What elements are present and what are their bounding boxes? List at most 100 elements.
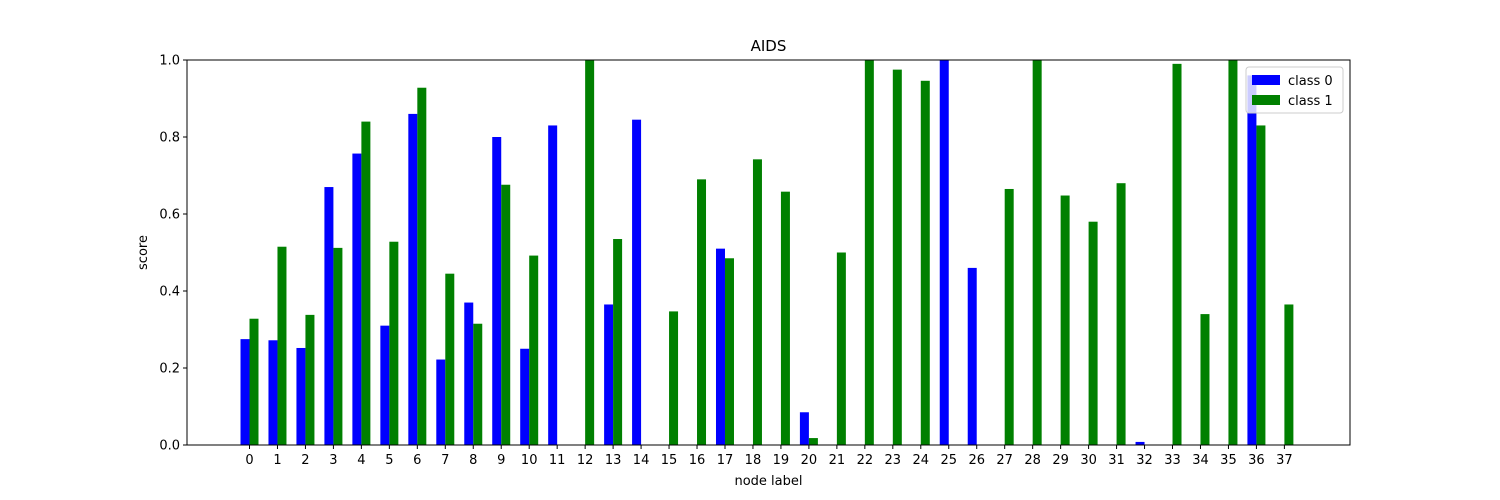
x-tick-label: 29 xyxy=(1052,453,1069,468)
bar-class-1-node-12 xyxy=(585,60,595,445)
bar-class-0-node-4 xyxy=(352,153,362,445)
bars-group xyxy=(240,60,1294,446)
bar-class-1-node-29 xyxy=(1060,195,1070,445)
bar-class-1-node-34 xyxy=(1200,314,1210,445)
x-tick-label: 32 xyxy=(1136,453,1153,468)
bar-class-0-node-0 xyxy=(240,339,250,446)
bar-class-0-node-1 xyxy=(268,340,278,445)
x-tick-label: 33 xyxy=(1164,453,1181,468)
x-tick-label: 9 xyxy=(497,453,505,468)
bar-class-1-node-1 xyxy=(277,246,287,445)
x-tick-label: 2 xyxy=(301,453,309,468)
bar-class-1-node-20 xyxy=(808,438,818,445)
x-tick-label: 12 xyxy=(577,453,594,468)
bar-class-0-node-36 xyxy=(1247,75,1257,446)
bar-class-1-node-17 xyxy=(724,258,734,445)
bar-class-1-node-36 xyxy=(1256,125,1266,445)
bar-class-0-node-5 xyxy=(380,325,390,445)
x-tick-label: 21 xyxy=(829,453,846,468)
bar-class-1-node-0 xyxy=(249,318,259,445)
x-tick-label: 37 xyxy=(1276,453,1293,468)
bar-class-0-node-8 xyxy=(464,302,474,445)
chart-title: AIDS xyxy=(751,37,787,55)
bar-class-1-node-31 xyxy=(1116,183,1126,445)
x-tick-label: 34 xyxy=(1192,453,1209,468)
x-tick-label: 8 xyxy=(469,453,477,468)
x-tick-label: 22 xyxy=(857,453,874,468)
x-tick-label: 10 xyxy=(521,453,538,468)
bar-class-1-node-18 xyxy=(752,159,762,445)
x-tick-label: 30 xyxy=(1080,453,1097,468)
bar-class-1-node-10 xyxy=(529,255,539,445)
bar-class-1-node-5 xyxy=(389,241,399,445)
x-tick-label: 4 xyxy=(357,453,365,468)
x-tick-label: 35 xyxy=(1220,453,1237,468)
bar-class-1-node-15 xyxy=(669,311,679,445)
y-tick-label: 0.2 xyxy=(159,362,180,377)
legend-swatch-class-0 xyxy=(1252,75,1280,85)
bar-class-0-node-13 xyxy=(604,304,614,445)
legend-label-class-1: class 1 xyxy=(1288,94,1333,109)
x-tick-label: 5 xyxy=(385,453,393,468)
bar-class-0-node-11 xyxy=(548,125,558,445)
bar-class-1-node-7 xyxy=(445,273,455,445)
y-axis-label: score xyxy=(136,235,151,270)
legend-swatch-class-1 xyxy=(1252,95,1280,105)
bar-class-0-node-3 xyxy=(324,187,334,446)
x-tick-label: 6 xyxy=(413,453,421,468)
x-tick-label: 0 xyxy=(245,453,253,468)
x-tick-label: 25 xyxy=(940,453,957,468)
bar-class-1-node-6 xyxy=(417,87,427,445)
y-tick-label: 0.0 xyxy=(159,439,180,454)
bar-class-0-node-17 xyxy=(715,248,725,445)
x-tick-label: 36 xyxy=(1248,453,1265,468)
bar-class-0-node-6 xyxy=(408,113,418,446)
bar-class-1-node-28 xyxy=(1032,60,1042,445)
bar-class-1-node-21 xyxy=(836,252,846,445)
x-tick-label: 18 xyxy=(745,453,762,468)
x-tick-label: 7 xyxy=(441,453,449,468)
x-tick-label: 31 xyxy=(1108,453,1125,468)
bar-class-1-node-23 xyxy=(892,69,902,446)
plot-frame xyxy=(186,59,1351,446)
bar-class-1-node-4 xyxy=(361,121,371,445)
bar-class-0-node-7 xyxy=(436,359,446,445)
bar-class-1-node-30 xyxy=(1088,221,1098,445)
x-tick-label: 23 xyxy=(885,453,902,468)
legend: class 0 class 1 xyxy=(1245,66,1344,114)
x-tick-label: 1 xyxy=(273,453,281,468)
x-tick-label: 26 xyxy=(968,453,985,468)
x-tick-label: 14 xyxy=(633,453,650,468)
x-axis-ticks: 0 1 2 3 4 5 6 7 8 9 10 11 12 13 14 15 16 17 18 19 20 21 22 23 24… xyxy=(245,445,1293,468)
x-tick-label: 16 xyxy=(689,453,706,468)
bar-class-1-node-22 xyxy=(864,60,874,445)
y-tick-label: 0.4 xyxy=(159,285,180,300)
x-tick-label: 15 xyxy=(661,453,678,468)
bar-class-1-node-35 xyxy=(1228,60,1238,445)
x-tick-label: 13 xyxy=(605,453,622,468)
x-tick-label: 19 xyxy=(773,453,790,468)
bar-class-1-node-19 xyxy=(780,191,790,445)
x-axis-label: node label xyxy=(734,474,802,489)
legend-label-class-0: class 0 xyxy=(1288,74,1333,89)
x-tick-label: 11 xyxy=(549,453,566,468)
bar-class-0-node-20 xyxy=(799,412,809,445)
x-tick-label: 24 xyxy=(913,453,930,468)
bar-class-1-node-13 xyxy=(613,239,623,445)
y-tick-label: 0.8 xyxy=(159,131,180,146)
y-tick-label: 1.0 xyxy=(159,54,180,69)
bar-class-0-node-10 xyxy=(520,348,530,445)
bar-class-1-node-16 xyxy=(697,179,707,445)
bar-class-1-node-37 xyxy=(1284,304,1294,445)
bar-class-0-node-2 xyxy=(296,347,306,445)
x-tick-label: 3 xyxy=(329,453,337,468)
x-tick-label: 20 xyxy=(801,453,818,468)
x-tick-label: 27 xyxy=(996,453,1013,468)
bar-class-0-node-32 xyxy=(1135,441,1145,445)
x-tick-label: 17 xyxy=(717,453,734,468)
bar-class-1-node-8 xyxy=(473,323,483,445)
bar-class-0-node-9 xyxy=(492,137,502,445)
bar-class-1-node-9 xyxy=(501,184,511,446)
bar-class-1-node-3 xyxy=(333,247,343,445)
